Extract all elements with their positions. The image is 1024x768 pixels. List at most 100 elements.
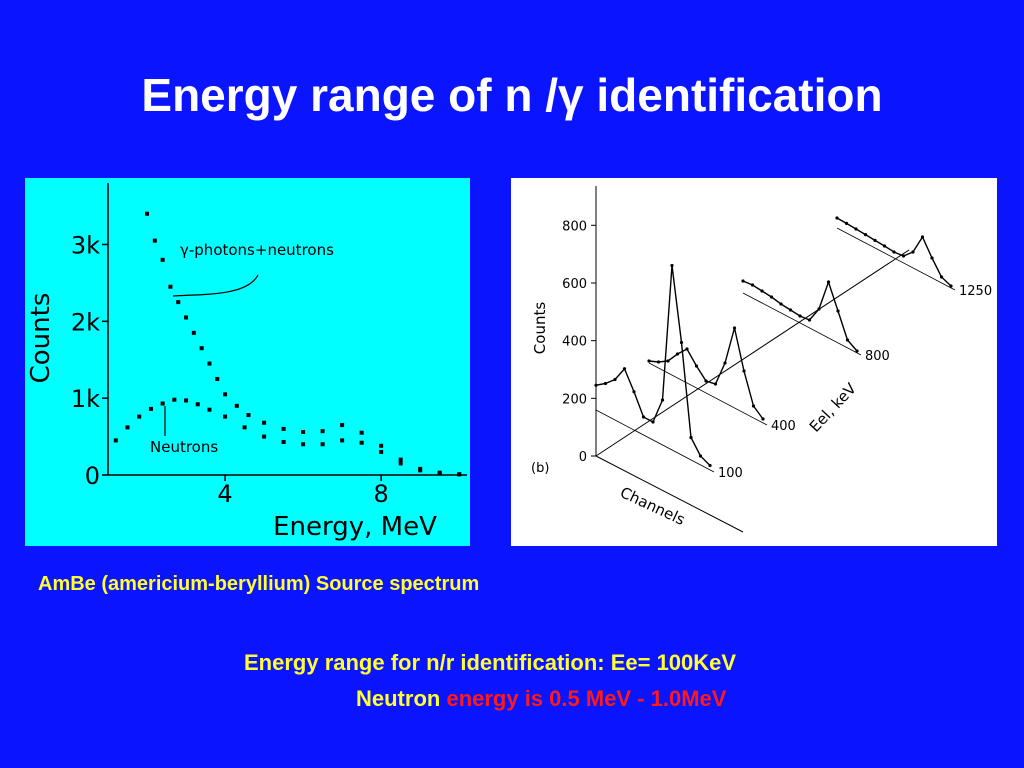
spectrum-point	[760, 289, 764, 293]
gamma-neutron-point	[191, 330, 196, 335]
neutron-point	[340, 438, 345, 443]
gamma-neutron-point	[398, 457, 403, 462]
spectrum-point	[666, 359, 670, 363]
neutron-point	[184, 398, 189, 403]
spectrum-point	[873, 238, 877, 242]
spectrum-point	[742, 369, 746, 373]
spectrum-point	[798, 314, 802, 318]
y-tick-label: 600	[562, 277, 587, 292]
spectrum-point	[685, 347, 689, 351]
spectrum-point	[882, 244, 887, 248]
neutron-point	[262, 434, 267, 439]
neutron-point	[148, 406, 153, 411]
gamma-neutron-point	[215, 376, 220, 381]
ambe-spectrum-chart: 0 1k 2k 3k 4 8 Counts Energy, MeV γ-photons+n…	[26, 183, 467, 542]
neutron-point	[113, 438, 118, 443]
annotation-gamma-neutrons: γ-photons+neutrons	[180, 241, 334, 259]
neutron-energy-note: Neutron energy is 0.5 MeV - 1.0MeV	[356, 686, 726, 712]
spectrum-point	[854, 227, 858, 231]
neutron-point	[125, 425, 130, 430]
spectrum-point	[855, 349, 859, 353]
annotation-leader-gamma	[172, 274, 259, 297]
spectrum-point	[779, 302, 783, 306]
spectrum-point	[679, 340, 684, 345]
spectrum-point	[675, 352, 680, 356]
spectrum-point	[613, 377, 617, 382]
spectrum-point	[845, 338, 850, 342]
gamma-neutron-point	[359, 430, 364, 435]
spectrum-point	[892, 250, 896, 254]
spectrum-point	[708, 463, 712, 468]
spectrum-point	[647, 359, 651, 363]
depth-axis-label: Eel, keV	[806, 379, 861, 436]
neutron-point	[242, 425, 247, 430]
spectrum-point	[939, 275, 944, 279]
spectrum-point	[651, 420, 655, 424]
energy-channels-chart: 0 200 400 600 800 100 400 800 1250 Counts Chann…	[531, 186, 992, 533]
spectrum-point	[836, 309, 840, 313]
neutron-point	[457, 472, 462, 477]
spectrum-point	[723, 361, 727, 365]
gamma-neutron-point	[340, 423, 345, 428]
y-axis-label: Counts	[531, 302, 549, 355]
slide-title: Energy range of n /γ identification	[141, 69, 883, 121]
y-tick-label: 2k	[71, 308, 100, 336]
neutron-point	[195, 402, 200, 407]
spectrum-point	[694, 364, 699, 368]
spectrum-point	[920, 235, 925, 239]
x-tick-label: 4	[217, 480, 232, 508]
spectrum-point	[807, 318, 812, 322]
spectrum-point	[603, 381, 608, 386]
neutron-point	[301, 442, 306, 447]
channels-axis	[595, 455, 744, 533]
gamma-neutron-point	[176, 300, 181, 305]
spectrum-point	[713, 382, 718, 386]
neutron-point	[207, 407, 212, 412]
spectrum-point	[622, 367, 627, 371]
neutron-point	[160, 401, 165, 406]
neutron-point	[418, 468, 423, 473]
neutron-point	[137, 414, 142, 419]
series-label: 1250	[959, 284, 992, 299]
spectrum-point	[689, 435, 693, 440]
spectrum-point	[863, 233, 868, 237]
series-label: 800	[865, 349, 890, 364]
spectrum-point	[769, 295, 774, 299]
y-tick-label: 1k	[71, 385, 100, 413]
ambe-spectrum-panel: 0 1k 2k 3k 4 8 Counts Energy, MeV γ-photons+n…	[25, 178, 470, 546]
y-axis-label: Counts	[26, 293, 56, 384]
y-tick-label: 200	[562, 392, 587, 407]
neutron-point	[437, 471, 442, 476]
spectrum-point	[641, 415, 646, 419]
spectrum-point	[835, 216, 839, 220]
gamma-neutron-point	[246, 413, 251, 418]
neutron-energy-range: energy is 0.5 MeV - 1.0MeV	[446, 686, 727, 711]
spectrum-point	[761, 417, 765, 421]
y-tick-label: 0	[85, 462, 100, 490]
panel-label: (b)	[531, 461, 549, 476]
source-caption: AmBe (americium-beryllium) Source spectr…	[38, 573, 480, 595]
spectrum-point	[844, 221, 849, 225]
neutron-point	[223, 414, 228, 419]
gamma-neutron-point	[234, 403, 239, 408]
identification-range-note: Energy range for n/r identification: Ee=…	[244, 650, 737, 675]
gamma-neutron-point	[281, 426, 286, 431]
neutron-point	[359, 440, 364, 445]
spectrum-point	[930, 256, 934, 260]
y-tick-label: 0	[579, 450, 587, 465]
gamma-neutron-point	[207, 361, 212, 366]
annotation-neutrons: Neutrons	[150, 438, 218, 456]
spectrum-point	[704, 379, 708, 383]
baseline	[595, 409, 715, 473]
x-axis-label: Energy, MeV	[273, 512, 437, 542]
spectrum-point	[751, 404, 756, 408]
series-label: 400	[771, 419, 796, 434]
neutron-point	[281, 439, 286, 444]
x-tick-label: 8	[374, 480, 389, 508]
spectrum-point	[788, 308, 793, 312]
baseline	[742, 292, 862, 356]
gamma-neutron-point	[168, 284, 173, 289]
energy-axis	[595, 249, 910, 457]
energy-channels-panel: 0 200 400 600 800 100 400 800 1250 Counts Chann…	[511, 178, 997, 546]
baseline	[648, 362, 768, 426]
